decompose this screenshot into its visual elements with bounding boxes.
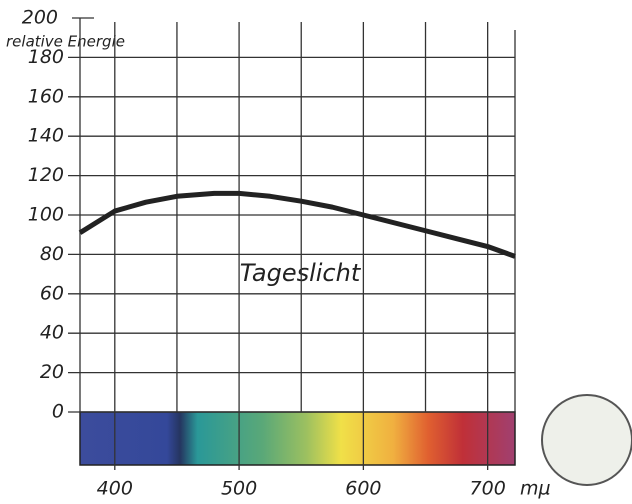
y-tick-label: 120: [28, 164, 64, 186]
x-tick-label: 600: [345, 478, 381, 500]
x-tick-label: 400: [97, 478, 133, 500]
y-tick-label: 0: [52, 401, 64, 423]
y-tick-label: 140: [28, 125, 64, 147]
x-tick-label: 500: [221, 478, 257, 500]
x-axis-unit: mµ: [520, 478, 551, 500]
x-tick-label: 700: [470, 478, 506, 500]
data-line: [78, 190, 516, 259]
y-tick-label: 160: [28, 85, 64, 107]
y-axis-label: relative Energie: [6, 33, 125, 51]
color-swatch: [541, 394, 632, 486]
y-tick-label: 180: [28, 46, 64, 68]
spectrum-band: [79, 411, 516, 466]
y-tick-label: 20: [40, 361, 64, 383]
y-tick-label: 80: [40, 243, 64, 265]
y-tick-label: 200: [22, 7, 58, 29]
y-tick-label: 60: [40, 282, 64, 304]
y-tick-label: 100: [28, 204, 64, 226]
y-tick-label: 40: [40, 322, 64, 344]
